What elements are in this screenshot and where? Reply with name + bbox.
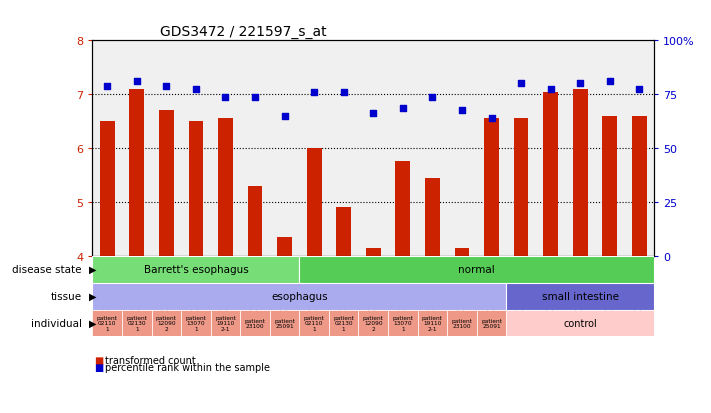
Bar xyxy=(122,310,151,337)
Text: ▶: ▶ xyxy=(89,291,97,301)
Text: patient
02110
1: patient 02110 1 xyxy=(97,315,117,331)
Bar xyxy=(388,310,417,337)
Point xyxy=(250,94,261,101)
Text: patient
02110
1: patient 02110 1 xyxy=(304,315,325,331)
Bar xyxy=(425,178,440,256)
Text: patient
02130
1: patient 02130 1 xyxy=(127,315,147,331)
Text: control: control xyxy=(563,318,597,328)
Bar xyxy=(247,186,262,256)
Text: patient
25091: patient 25091 xyxy=(274,318,295,328)
Bar xyxy=(210,310,240,337)
Text: patient
25091: patient 25091 xyxy=(481,318,502,328)
Bar xyxy=(395,162,410,256)
Bar xyxy=(484,119,499,256)
Bar xyxy=(92,256,299,283)
Point xyxy=(604,78,616,85)
Bar xyxy=(506,283,654,310)
Bar xyxy=(92,283,506,310)
Text: patient
13070
1: patient 13070 1 xyxy=(392,315,413,331)
Bar xyxy=(92,310,122,337)
Point xyxy=(574,81,586,88)
Bar xyxy=(454,248,469,256)
Text: patient
12090
2: patient 12090 2 xyxy=(156,315,177,331)
Bar xyxy=(477,310,506,337)
Bar xyxy=(100,122,114,256)
Point xyxy=(456,108,468,114)
Bar xyxy=(299,256,654,283)
Text: percentile rank within the sample: percentile rank within the sample xyxy=(105,363,270,373)
Point xyxy=(161,83,172,90)
Bar xyxy=(506,310,654,337)
Point xyxy=(368,110,379,117)
Point xyxy=(191,86,202,93)
Text: patient
13070
1: patient 13070 1 xyxy=(186,315,206,331)
Text: ▶: ▶ xyxy=(89,264,97,275)
Point xyxy=(634,86,645,93)
Text: ■: ■ xyxy=(94,363,103,373)
Bar xyxy=(306,149,321,256)
Point xyxy=(486,116,497,122)
Bar xyxy=(159,111,173,256)
Bar xyxy=(151,310,181,337)
Point xyxy=(545,86,556,93)
Bar xyxy=(299,310,329,337)
Text: tissue: tissue xyxy=(50,291,82,301)
Bar xyxy=(602,116,617,256)
Text: patient
19110
2-1: patient 19110 2-1 xyxy=(422,315,443,331)
Bar xyxy=(277,237,292,256)
Point xyxy=(102,83,113,90)
Text: GDS3472 / 221597_s_at: GDS3472 / 221597_s_at xyxy=(160,25,326,39)
Bar xyxy=(513,119,528,256)
Point xyxy=(515,81,527,88)
Point xyxy=(131,78,142,85)
Text: Barrett's esophagus: Barrett's esophagus xyxy=(144,264,248,275)
Bar xyxy=(240,310,269,337)
Bar xyxy=(269,310,299,337)
Text: ■: ■ xyxy=(94,355,103,365)
Text: transformed count: transformed count xyxy=(105,355,196,365)
Point xyxy=(309,89,320,95)
Bar xyxy=(358,310,388,337)
Text: small intestine: small intestine xyxy=(542,291,619,301)
Point xyxy=(397,105,409,112)
Bar xyxy=(181,310,210,337)
Point xyxy=(427,94,438,101)
Bar xyxy=(573,90,587,256)
Text: individual: individual xyxy=(31,318,82,328)
Bar xyxy=(129,90,144,256)
Bar xyxy=(188,122,203,256)
Text: normal: normal xyxy=(459,264,495,275)
Bar xyxy=(218,119,233,256)
Text: patient
23100: patient 23100 xyxy=(245,318,265,328)
Text: patient
12090
2: patient 12090 2 xyxy=(363,315,384,331)
Text: patient
02130
1: patient 02130 1 xyxy=(333,315,354,331)
Bar xyxy=(366,248,380,256)
Bar xyxy=(336,208,351,256)
Bar xyxy=(329,310,358,337)
Point xyxy=(279,113,290,120)
Bar xyxy=(543,92,558,256)
Bar xyxy=(632,116,647,256)
Text: disease state: disease state xyxy=(12,264,82,275)
Text: patient
19110
2-1: patient 19110 2-1 xyxy=(215,315,236,331)
Point xyxy=(220,94,231,101)
Text: ▶: ▶ xyxy=(89,318,97,328)
Bar xyxy=(417,310,447,337)
Point xyxy=(338,89,349,95)
Text: esophagus: esophagus xyxy=(271,291,328,301)
Text: patient
23100: patient 23100 xyxy=(451,318,472,328)
Bar xyxy=(447,310,477,337)
